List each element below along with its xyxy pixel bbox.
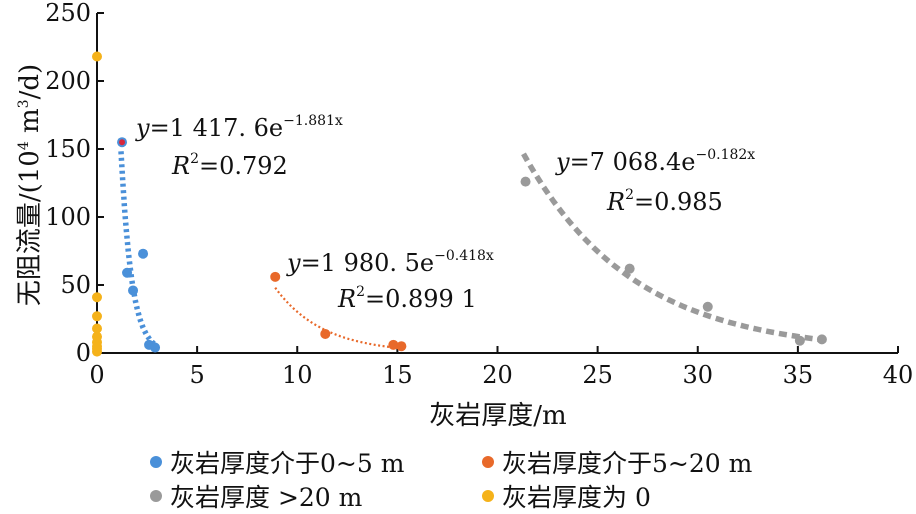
fit-equations: y=1 417. 6e−1.881x R2=0.792 y=1 980. 5e−0.… [135, 113, 755, 313]
data-point-series-0 [122, 267, 133, 278]
axes: 0 5 10 15 20 25 30 35 40 0 50 100 150 200 250 [45, 0, 913, 389]
legend: 灰岩厚度介于0~5 m 灰岩厚度介于5~20 m 灰岩厚度 >20 m 灰岩厚度… [130, 440, 850, 512]
x-tick-label: 10 [282, 361, 313, 389]
x-tick-label: 15 [382, 361, 413, 389]
legend-item-over-20m: 灰岩厚度 >20 m [150, 478, 362, 514]
fit-r-squared-1: R2=0.899 1 [337, 284, 477, 313]
y-tick-label: 0 [76, 339, 91, 367]
x-tick-label: 5 [189, 361, 204, 389]
x-tick-label: 20 [482, 361, 513, 389]
data-point-series-1 [388, 339, 399, 350]
y-tick-label: 50 [60, 271, 91, 299]
trend-line-series-0 [118, 151, 158, 348]
data-point-series-3 [92, 51, 102, 62]
data-point-series-2 [794, 335, 805, 346]
legend-label: 灰岩厚度 >20 m [170, 483, 363, 512]
data-point-series-1 [396, 341, 407, 352]
legend-marker [150, 490, 162, 502]
data-point-series-1 [270, 271, 281, 282]
x-tick-label: 25 [582, 361, 613, 389]
legend-label: 灰岩厚度介于0~5 m [170, 449, 405, 478]
legend-label: 灰岩厚度为 0 [502, 483, 651, 512]
data-point-series-3 [92, 311, 102, 322]
legend-label: 灰岩厚度介于5~20 m [502, 449, 753, 478]
y-tick-label: 100 [45, 203, 91, 231]
x-tick-label: 30 [682, 361, 713, 389]
data-points [92, 51, 827, 357]
fit-equation-1: y=1 980. 5e−0.418x [286, 248, 494, 277]
data-point-series-0 [150, 342, 161, 353]
legend-marker [482, 456, 494, 468]
legend-item-0-5m: 灰岩厚度介于0~5 m [150, 444, 404, 480]
data-point-series-0 [138, 248, 149, 259]
data-point-series-2 [624, 263, 635, 274]
x-tick-label: 40 [883, 361, 914, 389]
y-tick-label: 200 [45, 67, 91, 95]
y-tick-label: 150 [45, 135, 91, 163]
x-tick-label: 0 [89, 361, 104, 389]
data-point-series-3 [92, 292, 102, 303]
legend-marker [150, 456, 162, 468]
fit-r-squared-0: R2=0.792 [171, 151, 288, 180]
data-point-series-2 [702, 301, 713, 312]
trend-line-series-2 [521, 152, 825, 343]
legend-item-zero: 灰岩厚度为 0 [482, 478, 651, 514]
x-axis-title: 灰岩厚度/m [429, 401, 566, 431]
data-point-series-1 [320, 328, 331, 339]
y-axis-title: 无阻流量/(104 m3/d) [15, 64, 45, 306]
fit-equation-2: y=7 068.4e−0.182x [555, 147, 755, 176]
data-point-series-2 [520, 176, 531, 187]
fit-equation-0: y=1 417. 6e−1.881x [135, 113, 343, 142]
data-point-series-2 [816, 334, 827, 345]
y-tick-label: 250 [45, 0, 91, 27]
fit-r-squared-2: R2=0.985 [606, 187, 723, 216]
data-point-series-3 [92, 323, 102, 334]
trend-lines [118, 151, 825, 350]
data-point-series-0 [128, 285, 139, 296]
legend-item-5-20m: 灰岩厚度介于5~20 m [482, 444, 752, 480]
x-tick-label: 35 [783, 361, 814, 389]
data-point-series-3 [92, 346, 102, 357]
data-point-highlight [119, 139, 126, 146]
legend-marker [482, 490, 494, 502]
